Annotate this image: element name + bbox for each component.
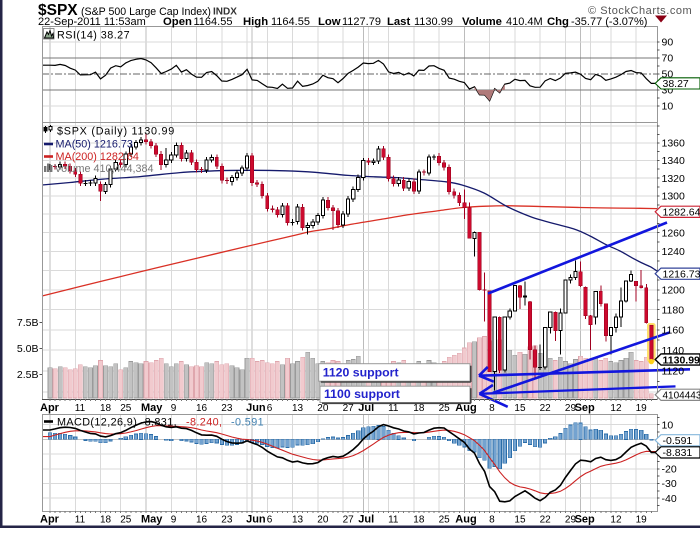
svg-text:Chg: Chg <box>547 16 569 28</box>
svg-text:18: 18 <box>100 515 112 526</box>
svg-text:MACD(12,26,9) -8.831,: MACD(12,26,9) -8.831, <box>57 417 177 429</box>
svg-text:22-Sep-2011 11:53am: 22-Sep-2011 11:53am <box>38 16 146 28</box>
svg-text:18: 18 <box>413 515 425 526</box>
svg-text:1180: 1180 <box>662 304 685 316</box>
svg-text:410.4M: 410.4M <box>506 16 543 28</box>
svg-text:19: 19 <box>636 515 648 526</box>
svg-text:13: 13 <box>292 403 304 414</box>
svg-text:1320: 1320 <box>662 173 686 185</box>
svg-text:25: 25 <box>120 403 132 414</box>
svg-text:10: 10 <box>662 419 674 431</box>
svg-text:18: 18 <box>413 403 425 414</box>
svg-text:25: 25 <box>120 515 132 526</box>
svg-text:38.27: 38.27 <box>663 78 689 90</box>
svg-text:Sep: Sep <box>575 514 595 526</box>
svg-text:Volume 410,444,384: Volume 410,444,384 <box>55 163 154 175</box>
svg-text:-35.77 (-3.07%): -35.77 (-3.07%) <box>571 16 647 28</box>
svg-text:-20: -20 <box>662 464 677 476</box>
svg-text:1282.64: 1282.64 <box>663 207 700 219</box>
svg-text:1216.73: 1216.73 <box>663 269 700 281</box>
svg-text:19: 19 <box>636 403 648 414</box>
svg-text:1260: 1260 <box>662 227 686 239</box>
svg-text:2.5B: 2.5B <box>17 369 39 381</box>
svg-text:-8.831: -8.831 <box>663 447 693 459</box>
svg-text:May: May <box>141 402 163 414</box>
svg-text:6: 6 <box>267 515 273 526</box>
svg-text:1100 support: 1100 support <box>324 387 400 401</box>
svg-text:Apr: Apr <box>40 402 60 414</box>
svg-text:$SPX (Daily) 1130.99: $SPX (Daily) 1130.99 <box>57 125 175 137</box>
svg-text:Open: Open <box>163 16 192 28</box>
svg-text:7.5B: 7.5B <box>17 317 39 329</box>
svg-text:22: 22 <box>540 515 552 526</box>
svg-text:27: 27 <box>343 403 355 414</box>
svg-text:Jun: Jun <box>246 402 266 414</box>
svg-text:11: 11 <box>388 403 399 414</box>
svg-text:May: May <box>141 514 163 526</box>
svg-text:23: 23 <box>221 403 233 414</box>
svg-text:1300: 1300 <box>662 191 686 203</box>
svg-text:1127.79: 1127.79 <box>342 16 381 28</box>
svg-text:27: 27 <box>343 515 355 526</box>
svg-text:410444384: 410444384 <box>663 391 700 402</box>
svg-text:Last: Last <box>387 16 410 28</box>
svg-text:-0.591: -0.591 <box>231 417 264 429</box>
svg-text:5.0B: 5.0B <box>17 343 39 355</box>
svg-text:11: 11 <box>75 403 86 414</box>
svg-text:9: 9 <box>171 403 177 414</box>
svg-text:MA(50) 1216.73: MA(50) 1216.73 <box>56 138 133 150</box>
svg-text:16: 16 <box>196 403 208 414</box>
svg-text:1360: 1360 <box>662 138 686 150</box>
svg-text:1340: 1340 <box>662 155 686 167</box>
svg-text:9: 9 <box>171 515 177 526</box>
svg-text:70: 70 <box>662 53 674 65</box>
svg-text:25: 25 <box>439 403 451 414</box>
svg-text:13: 13 <box>292 515 304 526</box>
svg-text:Apr: Apr <box>40 514 60 526</box>
svg-text:12: 12 <box>610 515 622 526</box>
svg-text:15: 15 <box>514 515 526 526</box>
svg-text:High: High <box>243 16 268 28</box>
svg-text:1130.99: 1130.99 <box>414 16 453 28</box>
svg-text:-0.591: -0.591 <box>663 435 693 447</box>
svg-text:Jun: Jun <box>246 514 266 526</box>
svg-text:Low: Low <box>318 16 341 28</box>
svg-text:11: 11 <box>75 515 86 526</box>
svg-text:20: 20 <box>317 403 329 414</box>
svg-text:-8.240,: -8.240, <box>186 417 222 429</box>
svg-text:18: 18 <box>100 403 112 414</box>
svg-text:1200: 1200 <box>662 285 686 297</box>
svg-text:MA(200) 1282.64: MA(200) 1282.64 <box>56 151 139 163</box>
svg-text:Aug: Aug <box>455 514 476 526</box>
svg-text:1120: 1120 <box>662 366 685 378</box>
svg-text:12: 12 <box>610 403 622 414</box>
svg-text:15: 15 <box>514 403 526 414</box>
svg-text:25: 25 <box>439 515 451 526</box>
svg-text:1120 support: 1120 support <box>323 366 399 380</box>
svg-text:90: 90 <box>662 37 674 49</box>
svg-text:1240: 1240 <box>662 246 686 258</box>
svg-text:11: 11 <box>388 515 399 526</box>
svg-text:RSI(14) 38.27: RSI(14) 38.27 <box>57 29 130 41</box>
svg-text:8: 8 <box>489 403 495 414</box>
svg-text:20: 20 <box>317 515 329 526</box>
svg-text:1160: 1160 <box>662 325 685 337</box>
svg-text:1164.55: 1164.55 <box>194 16 233 28</box>
svg-text:6: 6 <box>267 403 273 414</box>
svg-text:Sep: Sep <box>575 402 595 414</box>
svg-text:-30: -30 <box>662 478 677 490</box>
svg-text:10: 10 <box>662 101 674 113</box>
svg-text:23: 23 <box>221 515 233 526</box>
svg-text:22: 22 <box>540 403 552 414</box>
svg-text:Volume: Volume <box>462 16 502 28</box>
svg-text:-40: -40 <box>662 493 677 505</box>
svg-text:16: 16 <box>196 515 208 526</box>
svg-text:1164.55: 1164.55 <box>271 16 310 28</box>
svg-text:8: 8 <box>489 515 495 526</box>
svg-text:Jul: Jul <box>358 514 374 526</box>
svg-text:1130.99: 1130.99 <box>663 354 700 366</box>
